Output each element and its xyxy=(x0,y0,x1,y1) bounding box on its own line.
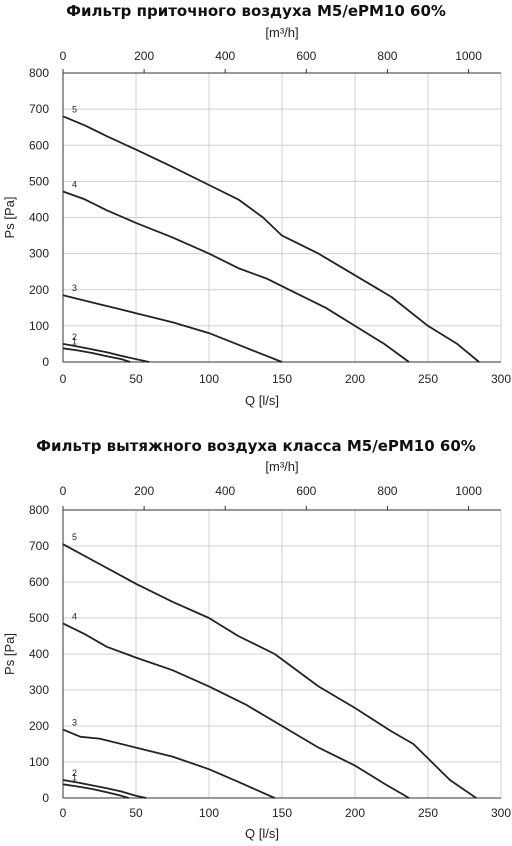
x-tick-label: 0 xyxy=(60,372,67,386)
x2-axis-label: [m³/h] xyxy=(265,25,298,40)
series-label-5: 5 xyxy=(72,532,77,542)
x2-tick-label: 800 xyxy=(377,484,397,498)
y-tick-label: 800 xyxy=(29,66,49,80)
series-label-3: 3 xyxy=(72,718,77,728)
y-tick-label: 400 xyxy=(29,647,49,661)
y-tick-label: 0 xyxy=(42,791,49,805)
x2-tick-label: 0 xyxy=(60,49,67,63)
x-tick-label: 150 xyxy=(272,372,292,386)
series-label-1: 1 xyxy=(72,336,77,346)
chart-plot: 0 200 400 600 800 1000[m³/h]0 50 100 150 200 250 30… xyxy=(2,25,511,408)
x2-tick-label: 600 xyxy=(296,49,316,63)
series-label-2: 2 xyxy=(72,768,77,778)
y-tick-label: 200 xyxy=(29,719,49,733)
x2-tick-label: 0 xyxy=(60,484,67,498)
x-tick-label: 100 xyxy=(199,372,219,386)
y-tick-label: 100 xyxy=(29,755,49,769)
x-tick-label: 50 xyxy=(129,806,143,820)
x2-tick-label: 200 xyxy=(134,484,154,498)
x-tick-label: 0 xyxy=(60,806,67,820)
series-line-1 xyxy=(62,347,131,363)
y-tick-label: 800 xyxy=(29,503,49,517)
series-line-2 xyxy=(62,779,147,799)
y-axis-label: Ps [Pa] xyxy=(2,197,17,239)
x-tick-label: 300 xyxy=(491,806,511,820)
x2-tick-label: 800 xyxy=(377,49,397,63)
series-line-4 xyxy=(62,622,410,799)
series-line-4 xyxy=(62,190,410,363)
chart-plot: 0 200 400 600 800 1000[m³/h]0 50 100 150 200 250 30… xyxy=(2,459,511,841)
y-tick-label: 0 xyxy=(42,355,49,369)
series-line-5 xyxy=(62,115,480,363)
series-label-4: 4 xyxy=(72,611,77,621)
x2-tick-label: 400 xyxy=(215,49,235,63)
x2-tick-label: 1000 xyxy=(455,484,482,498)
chart-supply: Фильтр приточного воздуха M5/ePM10 60% 0… xyxy=(0,0,512,420)
series-line-3 xyxy=(62,294,283,363)
series-label-2: 2 xyxy=(72,332,77,342)
y-tick-label: 200 xyxy=(29,283,49,297)
x-tick-label: 150 xyxy=(272,806,292,820)
series-label-4: 4 xyxy=(72,179,77,189)
y-tick-label: 300 xyxy=(29,247,49,261)
x2-tick-label: 200 xyxy=(134,49,154,63)
x-tick-label: 200 xyxy=(345,806,365,820)
series-line-5 xyxy=(62,543,477,799)
x-axis-label: Q [l/s] xyxy=(245,826,279,841)
y-tick-label: 700 xyxy=(29,102,49,116)
series-line-1 xyxy=(62,783,129,799)
x-tick-label: 200 xyxy=(345,372,365,386)
y-tick-label: 300 xyxy=(29,683,49,697)
x2-tick-label: 400 xyxy=(215,484,235,498)
chart-title: Фильтр приточного воздуха M5/ePM10 60% xyxy=(66,2,446,20)
x-axis-label: Q [l/s] xyxy=(245,393,279,408)
chart-exhaust: Фильтр вытяжного воздуха класса M5/ePM10… xyxy=(0,437,512,846)
x2-tick-label: 1000 xyxy=(455,49,482,63)
x2-tick-label: 600 xyxy=(296,484,316,498)
y-axis-label: Ps [Pa] xyxy=(2,633,17,675)
y-tick-label: 500 xyxy=(29,611,49,625)
y-tick-label: 100 xyxy=(29,319,49,333)
series-line-3 xyxy=(62,728,276,799)
series-label-3: 3 xyxy=(72,283,77,293)
series-label-1: 1 xyxy=(72,772,77,782)
series-line-2 xyxy=(62,343,150,363)
x-tick-label: 250 xyxy=(418,372,438,386)
y-tick-label: 700 xyxy=(29,539,49,553)
y-tick-label: 400 xyxy=(29,211,49,225)
y-tick-label: 500 xyxy=(29,174,49,188)
x2-axis-label: [m³/h] xyxy=(265,459,298,474)
x-tick-label: 50 xyxy=(129,372,143,386)
y-tick-label: 600 xyxy=(29,575,49,589)
series-label-5: 5 xyxy=(72,104,77,114)
x-tick-label: 100 xyxy=(199,806,219,820)
x-tick-label: 300 xyxy=(491,372,511,386)
y-tick-label: 600 xyxy=(29,138,49,152)
x-tick-label: 250 xyxy=(418,806,438,820)
chart-title: Фильтр вытяжного воздуха класса M5/ePM10… xyxy=(36,437,476,455)
